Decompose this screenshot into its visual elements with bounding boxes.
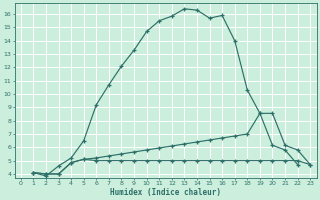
X-axis label: Humidex (Indice chaleur): Humidex (Indice chaleur) — [110, 188, 221, 197]
